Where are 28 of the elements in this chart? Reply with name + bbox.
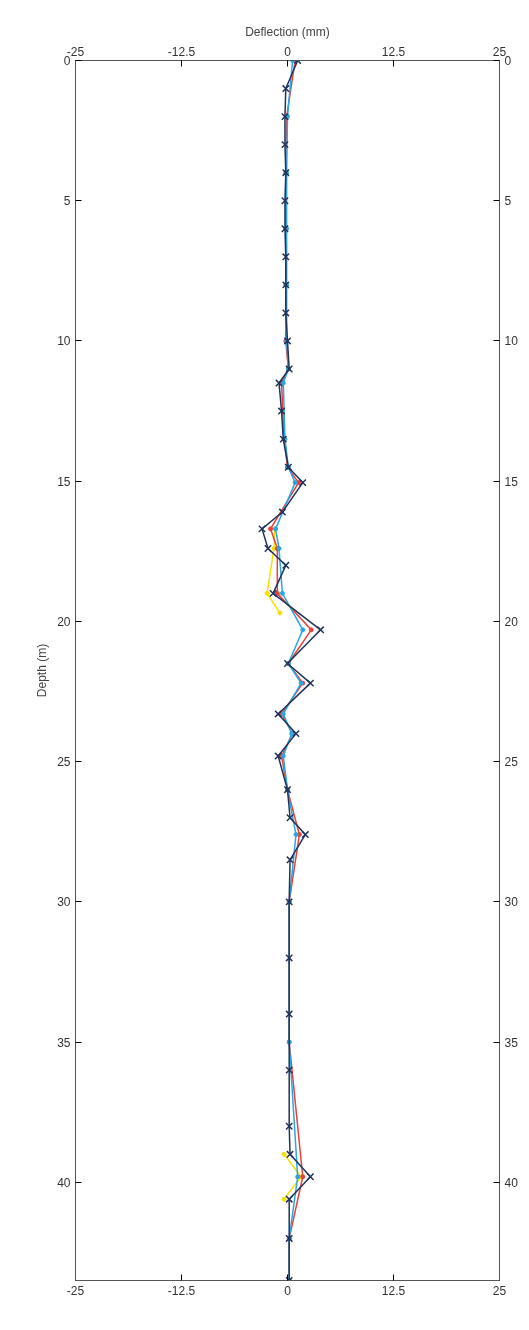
x-axis-title: Deflection (mm) — [245, 24, 330, 39]
y2-tick-label: 40 — [504, 1175, 519, 1190]
y-tick-label: 40 — [57, 1175, 71, 1190]
y-tick-label: 20 — [57, 614, 71, 629]
x-tick-label: -12.5 — [167, 44, 196, 59]
x2-tick-label: -25 — [66, 1283, 85, 1298]
y-tick-label: 30 — [57, 895, 71, 910]
y-tick-label: 35 — [57, 1035, 71, 1050]
y2-tick-label: 35 — [504, 1035, 519, 1050]
x2-tick-label: -12.5 — [167, 1283, 196, 1298]
y2-tick-label: 0 — [504, 54, 512, 68]
x2-tick-label: 12.5 — [381, 1283, 406, 1298]
y2-tick-label: 25 — [504, 755, 519, 770]
y2-tick-label: 20 — [504, 614, 519, 629]
y-tick-label: 0 — [63, 54, 71, 68]
x2-tick-label: 25 — [492, 1283, 507, 1298]
y2-tick-label: 5 — [504, 194, 512, 209]
y-tick-label: 5 — [63, 194, 71, 209]
y-axis-title: Depth (m) — [35, 643, 50, 698]
x2-tick-label: 0 — [284, 1283, 292, 1298]
y2-tick-label: 10 — [504, 334, 519, 349]
y-tick-label: 25 — [57, 755, 71, 770]
x-tick-label: 0 — [284, 44, 292, 59]
x-tick-label: 12.5 — [381, 44, 406, 59]
y-tick-label: 10 — [57, 334, 71, 349]
y-tick-label: 15 — [57, 474, 71, 489]
y2-tick-label: 30 — [504, 895, 519, 910]
y2-tick-label: 15 — [504, 474, 519, 489]
